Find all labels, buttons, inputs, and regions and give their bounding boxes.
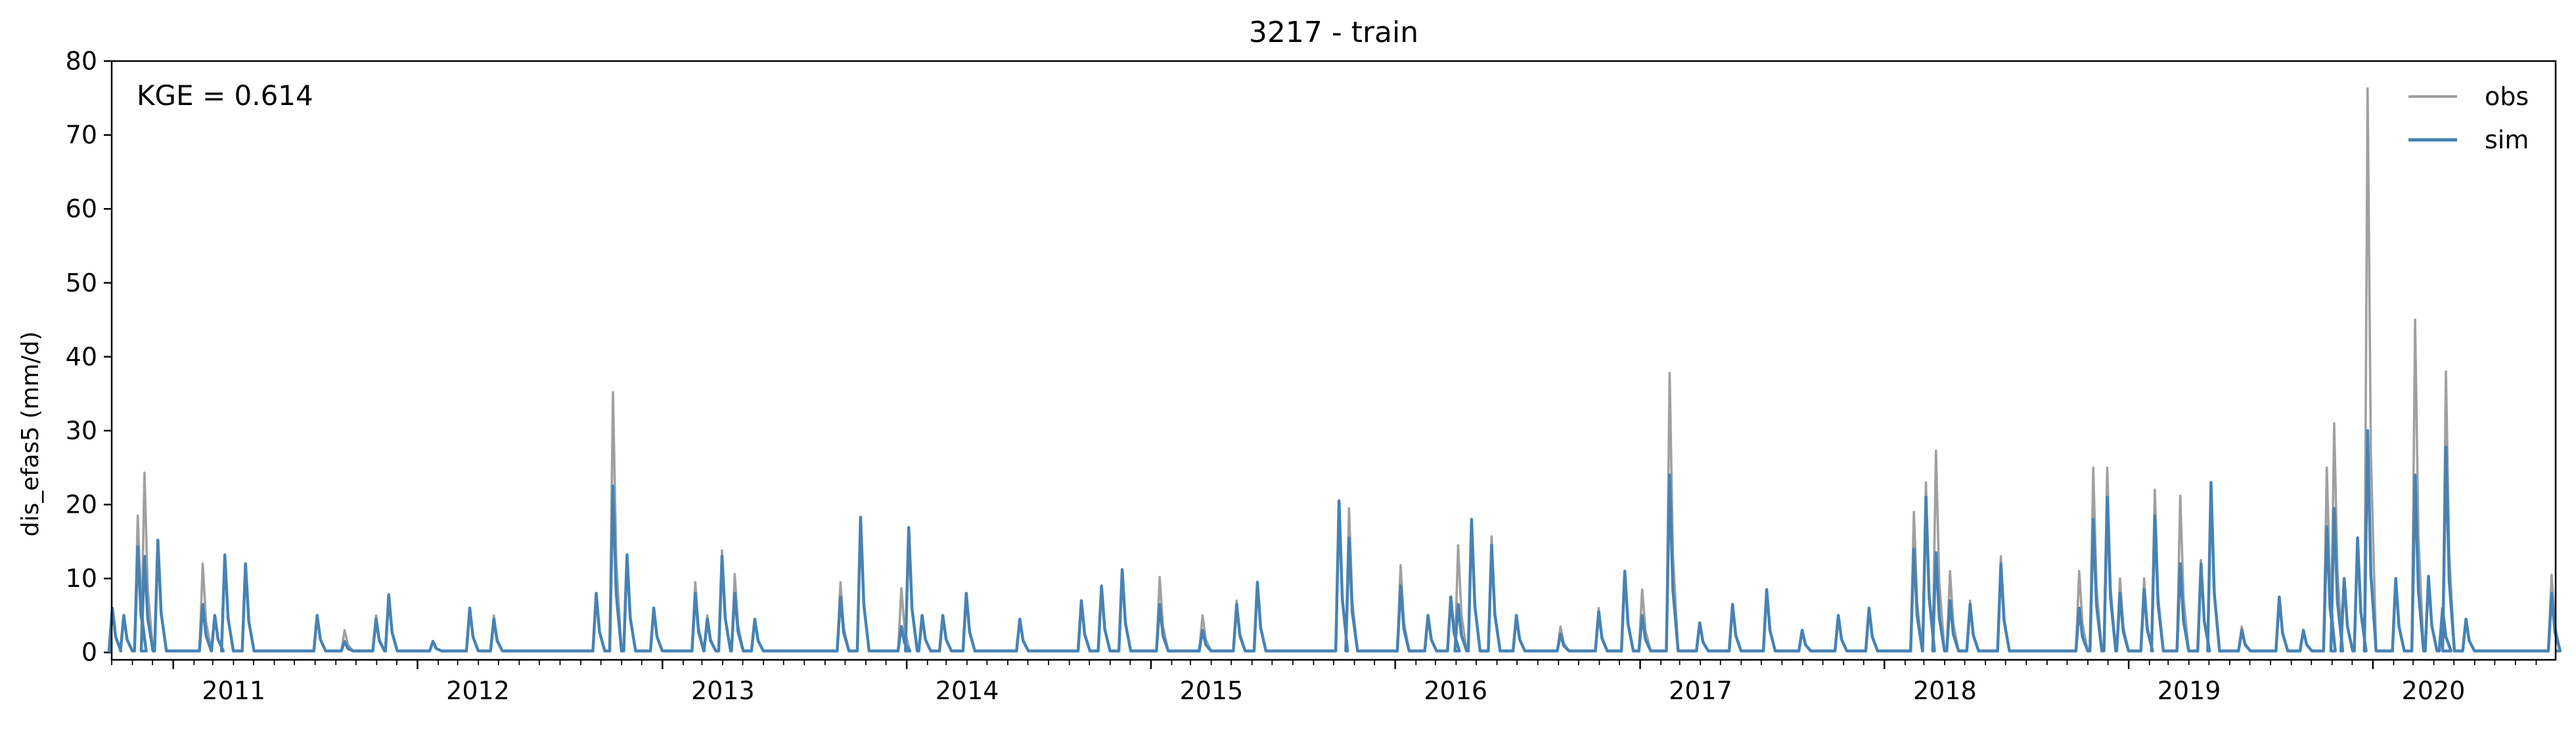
x-tick-label: 2018 — [1913, 676, 1977, 705]
x-tick-label: 2016 — [1424, 676, 1487, 705]
x-tick-label: 2019 — [2158, 676, 2221, 705]
plot-frame — [110, 60, 2557, 661]
y-axis-ticks: 0 10 20 30 40 50 60 70 80 — [66, 47, 112, 667]
x-tick-label: 2017 — [1669, 676, 1732, 705]
legend-obs-label: obs — [2485, 82, 2529, 111]
x-tick-label: 2020 — [2402, 676, 2466, 705]
x-tick-label: 2013 — [691, 676, 755, 705]
x-tick-label: 2011 — [202, 676, 265, 705]
x-tick-label: 2015 — [1180, 676, 1244, 705]
legend-sim-label: sim — [2485, 125, 2529, 154]
y-tick-label: 40 — [66, 342, 97, 371]
y-tick-label: 30 — [66, 416, 97, 445]
plot-area — [107, 87, 2562, 653]
x-tick-label: 2012 — [446, 676, 510, 705]
kge-annotation: KGE = 0.614 — [137, 79, 313, 112]
x-axis-ticks: 2011 2012 2013 2014 2015 2016 2017 2018 2019 2020 — [111, 660, 2537, 705]
sim-series-line — [107, 429, 2562, 653]
legend: obs sim — [2408, 82, 2529, 154]
y-axis-label: dis_efas5 (mm/d) — [17, 332, 44, 537]
x-tick-label: 2014 — [936, 676, 999, 705]
obs-series-line — [108, 87, 2562, 653]
y-tick-label: 0 — [81, 638, 97, 667]
y-tick-label: 20 — [66, 490, 97, 519]
chart-title: 3217 - train — [1249, 16, 1418, 49]
y-tick-label: 10 — [66, 564, 97, 593]
y-tick-label: 70 — [66, 121, 97, 150]
y-tick-label: 50 — [66, 269, 97, 297]
y-tick-label: 80 — [66, 47, 97, 76]
y-tick-label: 60 — [66, 194, 97, 223]
